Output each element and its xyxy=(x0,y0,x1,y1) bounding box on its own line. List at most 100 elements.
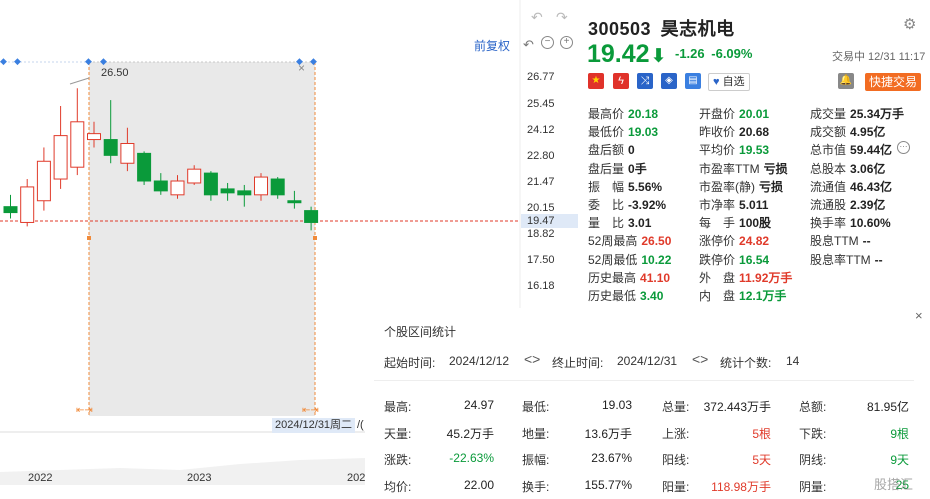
stat-value: 5天 xyxy=(752,453,771,467)
quote-field: 成交额 4.95亿 xyxy=(810,123,885,140)
quote-field-label: 股息率TTM xyxy=(810,252,871,267)
start-time-value[interactable]: 2024/12/12 xyxy=(449,354,510,368)
date-tooltip: 2024/12/31周二 xyxy=(272,418,356,433)
quote-field: 总市值 59.44亿 xyxy=(810,141,892,158)
quote-field-label: 外 盘 xyxy=(699,270,736,285)
candle-body[interactable] xyxy=(103,139,118,156)
quote-field-value: 19.53 xyxy=(739,143,770,158)
quote-field-label: 开盘价 xyxy=(699,107,736,121)
candle-body[interactable] xyxy=(87,133,101,141)
candle-body[interactable] xyxy=(120,143,135,164)
quote-field-label: 盘后额 xyxy=(588,143,625,158)
selection-start-handle[interactable] xyxy=(87,236,91,240)
candle-body[interactable] xyxy=(36,160,51,202)
range-right-handle-icon[interactable]: ⇤⇥ xyxy=(302,405,319,416)
quote-field-value: 100股 xyxy=(739,216,772,231)
candle-body[interactable] xyxy=(220,188,235,194)
back-arrow-icon[interactable]: ↶ xyxy=(531,9,543,25)
stat-value: 22.00 xyxy=(463,477,494,492)
diamond-marker-icon: ◆ xyxy=(100,56,107,66)
quote-field-value: 12.1万手 xyxy=(739,289,787,303)
stat-value: 155.77% xyxy=(584,477,632,492)
lightning-icon[interactable]: ϟ xyxy=(613,73,629,89)
candle-body[interactable] xyxy=(170,180,185,196)
stat-label: 总量: xyxy=(662,400,690,414)
quote-field-value: 5.011 xyxy=(739,198,769,212)
zoom-in-icon[interactable]: + xyxy=(560,36,573,49)
candle-body[interactable] xyxy=(304,210,319,223)
quote-field-value: 2.39亿 xyxy=(850,198,886,212)
diamond-marker-icon: ◆ xyxy=(310,56,317,66)
date-tooltip-suffix: /( xyxy=(357,419,364,431)
stat-value: 372.443万手 xyxy=(703,400,771,414)
stat-value: 118.98万手 xyxy=(711,479,771,494)
candle-body[interactable] xyxy=(20,186,35,223)
candle-body[interactable] xyxy=(270,178,285,196)
reset-icon[interactable]: ↶ xyxy=(523,37,534,52)
change-value: -1.26 xyxy=(675,46,705,61)
settings-gear-icon[interactable]: ⚙ xyxy=(903,16,917,33)
panel-divider xyxy=(374,380,914,381)
quote-field-label: 每 手 xyxy=(699,216,736,231)
kline-chart[interactable]: ◆ ◆ ◆ ◆ ◆ ◆ × 26.50 前复权 ↶ − + ↶ ↷ 26.77 … xyxy=(0,0,580,499)
range-left-handle-icon[interactable]: ⇤⇥ xyxy=(76,405,93,416)
start-time-stepper-icon[interactable]: <> xyxy=(524,351,541,367)
bell-icon[interactable]: 🔔 xyxy=(838,73,854,89)
quote-field-value: 亏损 xyxy=(763,161,788,176)
more-info-icon[interactable]: ··· xyxy=(897,141,910,154)
quote-field-label: 市净率 xyxy=(699,198,736,212)
stat-label: 涨跌: xyxy=(384,453,412,467)
stat-label: 阴线: xyxy=(799,453,827,467)
quote-field-value: -- xyxy=(874,252,883,267)
candle-body[interactable] xyxy=(237,190,252,196)
shuffle-icon[interactable]: ⤨ xyxy=(637,73,653,89)
stat-label: 最高: xyxy=(384,400,412,414)
adjust-mode-link[interactable]: 前复权 xyxy=(474,39,511,53)
quote-field: 市盈率(静) 亏损 xyxy=(699,178,783,195)
down-arrow-icon: ⬇ xyxy=(650,46,667,67)
candle-body[interactable] xyxy=(3,206,18,214)
peak-label: 26.50 xyxy=(101,67,129,79)
quote-field: 外 盘 11.92万手 xyxy=(699,269,792,286)
zoom-out-icon[interactable]: − xyxy=(541,36,554,49)
forward-arrow-icon[interactable]: ↷ xyxy=(556,9,568,25)
close-panel-icon[interactable]: × xyxy=(915,308,923,323)
stat-label: 换手: xyxy=(522,479,550,494)
timeline-year: 2022 xyxy=(28,472,53,484)
stat-label: 阳量: xyxy=(662,479,690,494)
stat-label: 阴量: xyxy=(799,479,827,494)
quote-field: 内 盘 12.1万手 xyxy=(699,287,786,304)
add-watchlist-button[interactable]: ♥ 自选 xyxy=(708,73,750,91)
candle-body[interactable] xyxy=(137,152,152,182)
document-icon[interactable]: ▤ xyxy=(685,73,701,89)
end-time-label: 终止时间: xyxy=(552,356,604,370)
candle-body[interactable] xyxy=(153,180,168,192)
selection-region[interactable] xyxy=(89,62,315,416)
end-time-value[interactable]: 2024/12/31 xyxy=(617,354,678,368)
candle-body[interactable] xyxy=(70,121,85,168)
kline-svg[interactable] xyxy=(0,0,580,499)
diamond-marker-icon: ◆ xyxy=(85,56,92,66)
close-selection-icon[interactable]: × xyxy=(298,61,306,75)
quote-field: 历史最高 41.10 xyxy=(588,269,670,286)
quote-field-label: 盘后量 xyxy=(588,161,625,176)
candle-body[interactable] xyxy=(187,168,202,184)
quote-field: 最低价 19.03 xyxy=(588,123,658,140)
stat-label: 阳线: xyxy=(662,453,690,467)
selection-end-handle[interactable] xyxy=(313,236,317,240)
quote-field: 跌停价 16.54 xyxy=(699,251,769,268)
candle-body[interactable] xyxy=(53,135,68,180)
end-time-stepper-icon[interactable]: <> xyxy=(692,351,709,367)
quote-field: 开盘价 20.01 xyxy=(699,105,769,122)
quote-field: 盘后额 0 xyxy=(588,141,635,158)
candle-body[interactable] xyxy=(254,176,268,196)
quote-field-label: 52周最低 xyxy=(588,252,638,267)
candle-body[interactable] xyxy=(203,172,218,196)
quote-field-label: 市盈率(静) xyxy=(699,179,755,194)
stat-value: 5根 xyxy=(752,426,771,441)
quote-field-value: 16.54 xyxy=(739,252,770,267)
quote-field-value: 11.92万手 xyxy=(739,270,793,285)
tag-icon[interactable]: ◈ xyxy=(661,73,677,89)
quick-trade-button[interactable]: 快捷交易 xyxy=(865,73,921,91)
candle-body[interactable] xyxy=(287,200,302,204)
